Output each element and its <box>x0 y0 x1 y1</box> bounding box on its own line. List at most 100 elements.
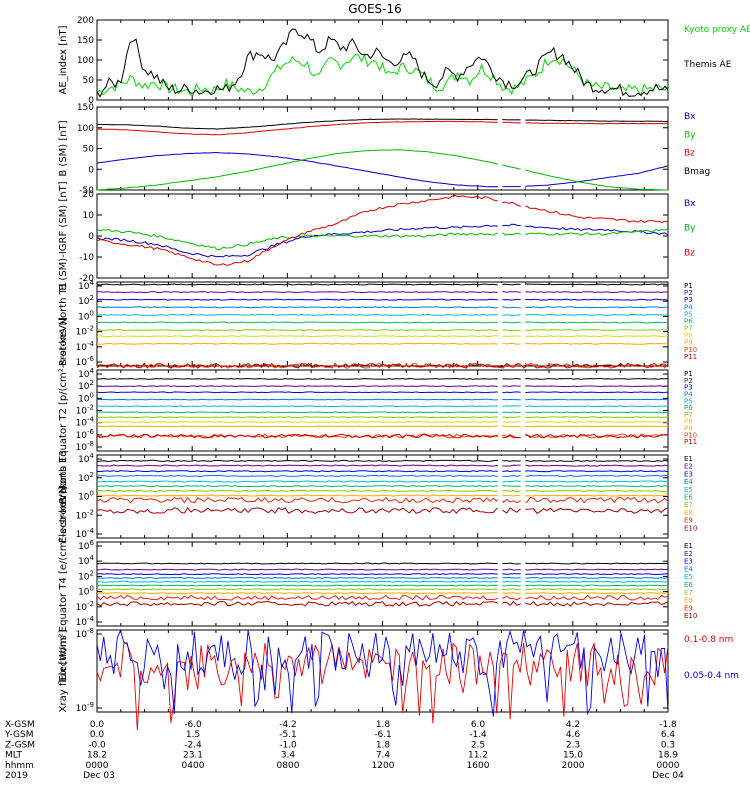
legend-p8: P8 <box>684 332 693 340</box>
series-e8 <box>96 592 669 595</box>
legend-p10: P10 <box>684 431 697 439</box>
series-p6 <box>96 321 669 324</box>
legend-p10: P10 <box>684 346 697 354</box>
legend-p2: P2 <box>684 289 693 297</box>
legend-p7: P7 <box>684 325 693 333</box>
y-axis-label: Protons Equator T2 [p/(cm²-s-sr-keV)] <box>58 317 69 504</box>
series-p7 <box>96 329 669 332</box>
ephem-date-start: Dec 03 <box>83 771 115 781</box>
y-tick-label: 10-4 <box>76 416 95 429</box>
series-e2 <box>96 568 669 571</box>
legend-e3: E3 <box>684 470 693 478</box>
y-tick-label: 106 <box>78 539 94 552</box>
data-gap <box>497 371 503 450</box>
data-gap <box>497 543 503 625</box>
series-p4 <box>96 398 669 401</box>
series-e4 <box>96 474 669 477</box>
panel-frame <box>96 281 669 367</box>
y-tick-label: 20 <box>83 190 95 200</box>
y-tick-label: 102 <box>78 379 94 392</box>
panel-frame <box>96 193 669 279</box>
legend-p6: P6 <box>684 317 693 325</box>
legend-bx: Bx <box>684 199 696 209</box>
series-e3 <box>96 573 668 576</box>
legend-bz: Bz <box>684 149 695 159</box>
ephem-value: 3.4 <box>281 751 296 761</box>
y-tick-label: 0 <box>88 96 94 106</box>
y-tick-label: 10-4 <box>76 340 95 353</box>
series-p2 <box>96 385 668 388</box>
y-tick-label: 104 <box>78 367 94 380</box>
ephem-value: -5.1 <box>279 730 297 740</box>
legend-p11: P11 <box>684 438 697 446</box>
data-gap <box>497 283 503 365</box>
ephem-value: 4.6 <box>566 730 581 740</box>
y-axis-label: B (SM) [nT] <box>58 120 69 176</box>
ephem-value: -0.0 <box>88 740 106 750</box>
y-tick-label: 104 <box>78 554 94 567</box>
y-tick-label: 10-2 <box>76 404 94 417</box>
y-tick-label: 50 <box>83 145 95 155</box>
series-themis-ae <box>96 28 669 98</box>
data-gap <box>520 456 526 537</box>
y-tick-label: 100 <box>77 124 94 134</box>
legend-kyoto-proxy-ae: Kyoto proxy AE <box>684 25 750 35</box>
series-e9 <box>96 594 669 601</box>
legend-p3: P3 <box>684 296 693 304</box>
data-gap <box>520 108 526 189</box>
panel-1: AE_index [nT] 0 50 100 150 200 Kyoto proxy AE T… <box>58 16 750 106</box>
legend-bx: Bx <box>684 112 696 122</box>
legend-e7: E7 <box>684 501 693 509</box>
legend-e1: E1 <box>684 542 693 550</box>
y-tick-label: 100 <box>78 585 94 598</box>
series-bx <box>96 151 669 188</box>
y-tick-label: 10 <box>83 211 95 221</box>
y-tick-label: 10-8 <box>76 440 94 453</box>
y-tick-label: 0 <box>88 232 94 242</box>
ephem-value: -6.1 <box>374 730 392 740</box>
y-tick-label: 100 <box>78 391 94 404</box>
ephem-label: MLT <box>5 751 23 761</box>
ephem-value: -1.0 <box>279 740 297 750</box>
y-tick-label: 10-8 <box>76 627 94 640</box>
y-axis-label: Electrons Equator T4 [e/(cm²-s-sr-keV)] <box>58 486 69 681</box>
legend-p9: P9 <box>684 425 693 433</box>
legend-by: By <box>684 130 696 140</box>
panel-3: B (SM)-IGRF (SM) [nT] -20 -10 0 10 20 Bx By Bz <box>58 181 696 290</box>
series-e5 <box>96 480 669 483</box>
ephem-value: 6.4 <box>661 730 676 740</box>
series-p8 <box>96 421 669 423</box>
series-e1 <box>96 562 669 565</box>
y-tick-label: 102 <box>78 569 94 582</box>
y-tick-label: 0 <box>88 165 94 175</box>
legend-e10: E10 <box>684 524 697 532</box>
series-by <box>96 228 669 251</box>
ephem-value: 1.5 <box>186 730 200 740</box>
panel-frame <box>96 541 669 627</box>
y-tick-label: 150 <box>77 103 94 113</box>
y-tick-label: 100 <box>78 490 94 503</box>
ephem-value: 0400 <box>182 761 205 771</box>
ephem-value: 1.8 <box>376 720 391 730</box>
legend-e2: E2 <box>684 463 693 471</box>
legend-p1: P1 <box>684 370 693 378</box>
legend-bz: Bz <box>684 248 695 258</box>
y-tick-label: -20 <box>79 274 94 284</box>
y-tick-label: 10-4 <box>76 615 95 628</box>
ephem-value: 1600 <box>467 761 490 771</box>
legend-e6: E6 <box>684 581 693 589</box>
series-by <box>96 149 669 191</box>
y-tick-label: 10-6 <box>76 428 95 441</box>
series-e10 <box>96 600 669 607</box>
ephem-value: -2.4 <box>184 740 202 750</box>
data-gap <box>520 371 526 450</box>
y-axis-label: AE_index [nT] <box>58 25 69 94</box>
y-tick-label: 10-2 <box>76 600 94 613</box>
ephem-value: 1200 <box>372 761 395 771</box>
ephem-label: X-GSM <box>5 720 35 730</box>
legend-themis-ae: Themis AE <box>683 60 732 70</box>
ephem-value: 11.2 <box>468 751 488 761</box>
legend-e4: E4 <box>684 478 693 486</box>
